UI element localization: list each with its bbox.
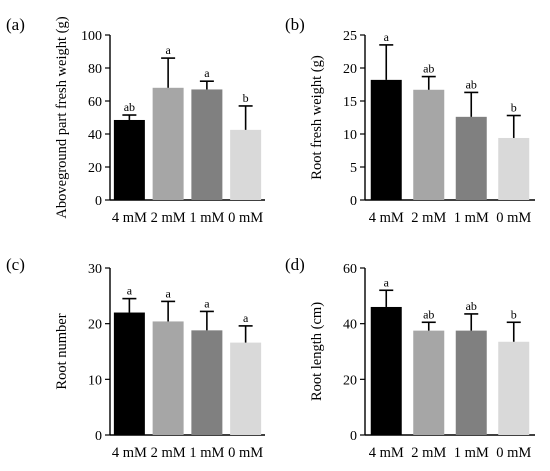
y-tick-label: 0	[350, 429, 357, 444]
y-tick-label: 20	[343, 373, 357, 388]
y-tick-label: 40	[343, 318, 357, 333]
category-label: 1 mM	[189, 445, 224, 461]
y-axis-label: Aboveground part fresh weight (g)	[54, 16, 70, 218]
significance-label: a	[204, 66, 210, 80]
significance-label: a	[127, 284, 133, 298]
y-tick-label: 5	[350, 161, 357, 176]
category-label: 2 mM	[411, 210, 446, 226]
y-tick-label: 0	[350, 194, 357, 209]
category-label: 1 mM	[454, 210, 489, 226]
bar	[370, 79, 402, 200]
category-label: 0 mM	[496, 210, 531, 226]
significance-label: a	[243, 311, 249, 325]
category-label: 1 mM	[189, 210, 224, 226]
significance-label: b	[511, 101, 517, 115]
bar	[230, 129, 262, 200]
bar	[498, 341, 530, 435]
y-tick-label: 10	[343, 128, 357, 143]
category-label: 4 mM	[369, 445, 404, 461]
y-tick-label: 60	[88, 95, 102, 110]
y-tick-label: 30	[88, 262, 102, 277]
bar	[230, 342, 262, 435]
bar	[498, 137, 530, 200]
significance-label: a	[165, 286, 171, 300]
bar	[113, 312, 145, 435]
y-tick-label: 40	[88, 128, 102, 143]
bar	[152, 87, 184, 200]
significance-label: b	[511, 307, 517, 321]
y-axis-label: Root fresh weight (g)	[309, 55, 325, 180]
category-label: 4 mM	[369, 210, 404, 226]
significance-label: a	[384, 275, 390, 289]
y-axis-label: Root length (cm)	[309, 302, 325, 401]
y-tick-label: 15	[343, 95, 357, 110]
significance-label: ab	[466, 77, 477, 91]
bar	[455, 116, 487, 200]
significance-label: a	[384, 30, 390, 44]
bar	[413, 330, 445, 435]
significance-label: a	[165, 43, 171, 57]
chart-d: 0 20 40 60 Root length (cm) a 4 mM ab 2 mM ab 1 mM…	[309, 262, 535, 461]
panel-letter-d: (d)	[285, 255, 305, 274]
y-tick-label: 20	[88, 318, 102, 333]
panel-letter-b: (b)	[285, 15, 305, 34]
y-tick-label: 20	[88, 161, 102, 176]
bar	[413, 89, 445, 200]
bar	[152, 321, 184, 435]
panel-letter-a: (a)	[6, 15, 25, 34]
y-tick-label: 60	[343, 262, 357, 277]
bar	[370, 306, 402, 435]
category-label: 0 mM	[228, 210, 263, 226]
y-tick-label: 0	[95, 194, 102, 209]
bar	[113, 119, 145, 200]
significance-label: a	[204, 296, 210, 310]
category-label: 1 mM	[454, 445, 489, 461]
y-tick-label: 10	[88, 373, 102, 388]
category-label: 2 mM	[411, 445, 446, 461]
bar	[191, 89, 223, 200]
category-label: 0 mM	[496, 445, 531, 461]
significance-label: ab	[423, 307, 434, 321]
y-tick-label: 25	[343, 29, 357, 44]
chart-a: 0 20 40 60 80 100 Aboveground part fresh weigh…	[54, 16, 265, 226]
significance-label: ab	[423, 62, 434, 76]
significance-label: ab	[124, 100, 135, 114]
significance-label: ab	[466, 299, 477, 313]
y-tick-label: 100	[81, 29, 102, 44]
category-label: 4 mM	[112, 210, 147, 226]
category-label: 2 mM	[151, 210, 186, 226]
panel-letter-c: (c)	[6, 255, 25, 274]
chart-c: 0 10 20 30 Root number a 4 mM a 2 mM a 1 mM a 0 mM	[54, 262, 265, 461]
panel-b: (b) 0 5 10 15 20 25 Root fresh weight (g) a 4 mM…	[285, 15, 535, 226]
y-tick-label: 0	[95, 429, 102, 444]
category-label: 2 mM	[151, 445, 186, 461]
chart-b: 0 5 10 15 20 25 Root fresh weight (g) a 4 mM ab 2 …	[309, 29, 535, 226]
y-tick-label: 20	[343, 62, 357, 77]
panel-a: (a) 0 20 40 60 80 100 Aboveground part fresh w…	[6, 15, 265, 226]
category-label: 4 mM	[112, 445, 147, 461]
y-tick-label: 80	[88, 62, 102, 77]
category-label: 0 mM	[228, 445, 263, 461]
y-axis-label: Root number	[54, 313, 70, 389]
bar	[191, 330, 223, 435]
panel-d: (d) 0 20 40 60 Root length (cm) a 4 mM ab 2 mM ab…	[285, 255, 535, 461]
bar	[455, 330, 487, 435]
panel-c: (c) 0 10 20 30 Root number a 4 mM a 2 mM a 1 mM a 0 …	[6, 255, 265, 461]
significance-label: b	[243, 91, 249, 105]
